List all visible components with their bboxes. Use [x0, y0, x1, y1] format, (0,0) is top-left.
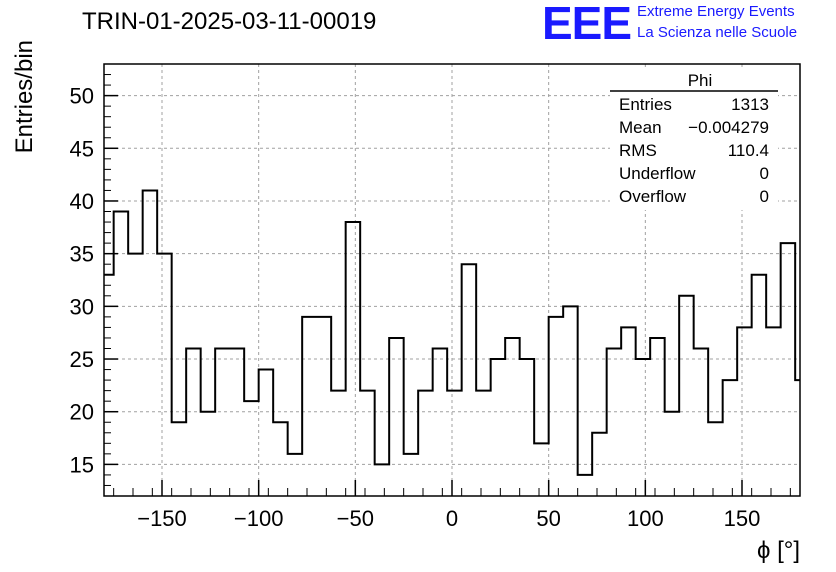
y-axis-title: Entries/bin — [11, 40, 38, 153]
histogram-bin — [766, 327, 781, 496]
histogram-bin — [360, 391, 375, 496]
histogram-bin — [650, 338, 665, 496]
histogram-bin — [104, 275, 114, 496]
y-tick-label: 30 — [70, 294, 94, 319]
stats-row-label: Underflow — [619, 164, 696, 183]
histogram-bin — [737, 327, 752, 496]
histogram-bin — [578, 475, 593, 496]
stats-box-background — [610, 70, 778, 210]
stats-row-value: 0 — [760, 164, 769, 183]
ticks-layer — [104, 74, 791, 496]
stats-box: Phi Entries 1313 Mean −0.004279 RMS 110.4 Unde… — [610, 70, 778, 210]
y-tick-label: 15 — [70, 452, 94, 477]
histogram-bin — [418, 391, 433, 496]
histogram-bin — [491, 359, 506, 496]
x-tick-label: 0 — [446, 506, 458, 531]
histogram-bin — [752, 275, 767, 496]
histogram-bin — [143, 190, 158, 496]
histogram-outline — [104, 189, 800, 476]
chart-title: TRIN-01-2025-03-11-00019 — [82, 8, 377, 35]
histogram-bin — [708, 422, 723, 496]
histogram-bin — [462, 264, 477, 496]
histogram-bin — [172, 422, 187, 496]
histogram-bin — [331, 391, 346, 496]
histogram-bin — [157, 254, 172, 496]
logo-subtitle-line1: Extreme Energy Events — [637, 3, 795, 20]
stats-rows: Entries 1313 Mean −0.004279 RMS 110.4 Underflo… — [619, 95, 769, 206]
histogram-bin — [679, 296, 694, 496]
histogram-bin — [520, 359, 535, 496]
histogram-bin — [447, 391, 462, 496]
stats-row-value: −0.004279 — [688, 118, 769, 137]
histogram-bin — [302, 317, 317, 496]
x-tick-label: 50 — [536, 506, 560, 531]
grid-layer — [104, 64, 800, 496]
y-tick-label: 25 — [70, 347, 94, 372]
histogram-bin — [346, 222, 361, 496]
stats-box-title: Phi — [688, 71, 713, 90]
histogram-bin — [723, 380, 738, 496]
histogram-bin — [781, 243, 796, 496]
histogram-bin — [621, 327, 636, 496]
histogram-bin — [259, 370, 274, 496]
histogram-bin — [607, 348, 622, 496]
histogram-layer — [104, 189, 800, 496]
stats-row-label: RMS — [619, 141, 657, 160]
x-tick-label: −150 — [137, 506, 187, 531]
histogram-bin — [128, 254, 143, 496]
histogram-bin — [273, 422, 288, 496]
y-tick-label: 45 — [70, 136, 94, 161]
histogram-bin — [317, 317, 332, 496]
histogram-bin — [244, 401, 259, 496]
x-tick-label: −50 — [337, 506, 374, 531]
histogram-bin — [433, 348, 448, 496]
histogram-bin — [186, 348, 201, 496]
histogram-bin — [534, 443, 549, 496]
logo-subtitle-line2: La Scienza nelle Scuole — [637, 24, 798, 41]
histogram-bin — [288, 454, 303, 496]
stats-row-value: 110.4 — [728, 141, 769, 160]
stats-row-value: 0 — [760, 187, 769, 206]
x-tick-label: −100 — [234, 506, 284, 531]
x-tick-label: 100 — [627, 506, 664, 531]
y-tick-label: 20 — [70, 400, 94, 425]
histogram-bin — [665, 412, 680, 496]
y-tick-label: 50 — [70, 84, 94, 109]
histogram-bin — [215, 348, 230, 496]
stats-row-label: Entries — [619, 95, 672, 114]
histogram-bin — [549, 317, 564, 496]
histogram-bin — [389, 338, 404, 496]
tick-labels-layer: −150 −100 −50 0 50 100 150 15 20 25 30 35 40 45 50 — [70, 84, 761, 531]
histogram-bin — [505, 338, 519, 496]
histogram-bin — [636, 359, 651, 496]
histogram-bin — [230, 348, 245, 496]
histogram-bin — [563, 306, 578, 496]
histogram-bin — [592, 433, 607, 496]
histogram-bin — [476, 391, 491, 496]
histogram-bin — [694, 348, 709, 496]
x-axis-title: ϕ [°] — [757, 537, 800, 564]
eee-logo: EEE — [542, 0, 632, 49]
stats-row-value: 1313 — [731, 95, 769, 114]
histogram-bin — [201, 412, 216, 496]
y-tick-label: 35 — [70, 242, 94, 267]
stats-row-label: Overflow — [619, 187, 687, 206]
y-tick-label: 40 — [70, 189, 94, 214]
histogram-bin — [375, 464, 390, 496]
histogram-bin — [404, 454, 419, 496]
x-tick-label: 150 — [724, 506, 761, 531]
stats-row-label: Mean — [619, 118, 662, 137]
